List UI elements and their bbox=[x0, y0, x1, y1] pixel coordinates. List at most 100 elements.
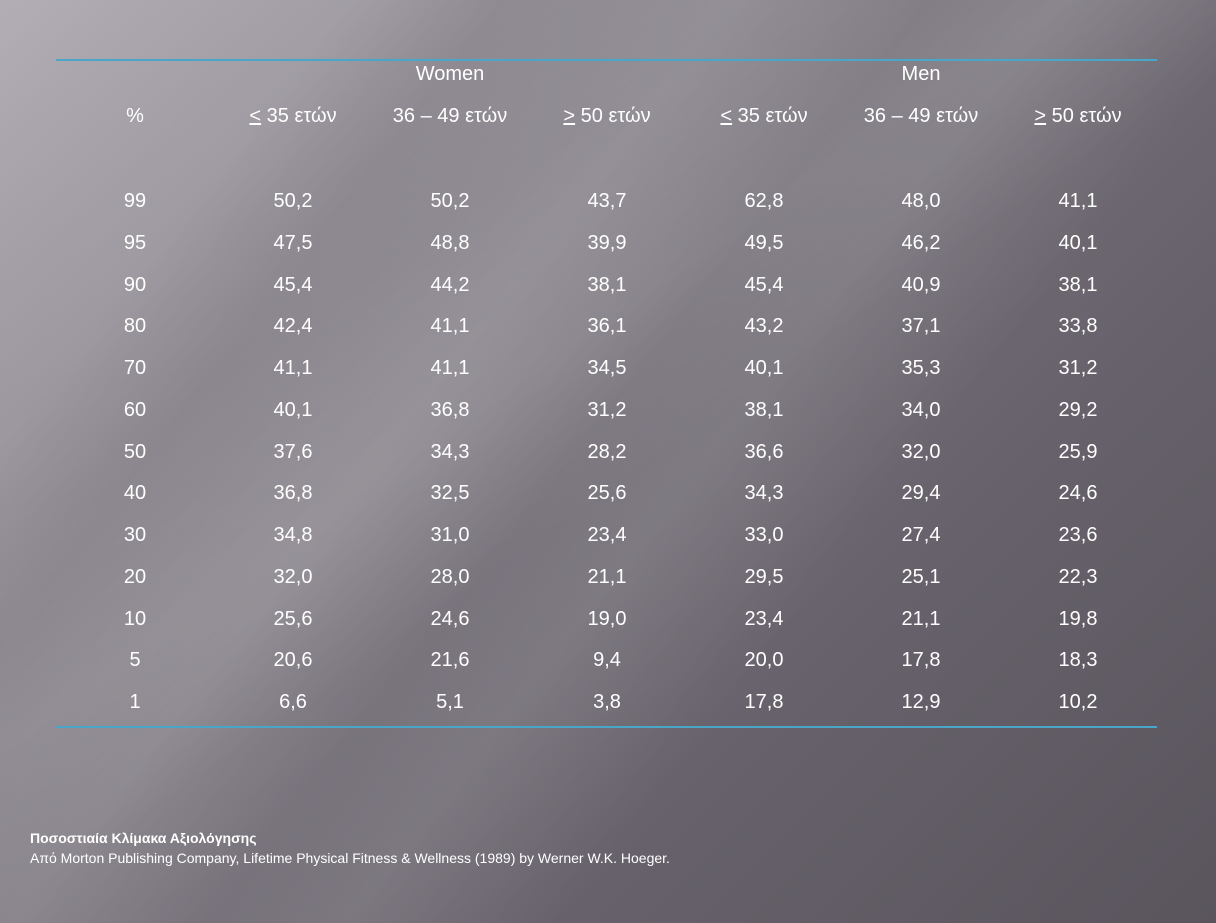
value-cell: 19,0 bbox=[587, 607, 627, 630]
value-cell: 38,1 bbox=[587, 273, 627, 296]
value-cell: 32,0 bbox=[273, 565, 313, 588]
value-cell: 34,8 bbox=[273, 524, 313, 546]
group-header-men: Men bbox=[901, 63, 941, 85]
value-cell: 25,6 bbox=[273, 607, 313, 630]
value-cell: 20,0 bbox=[744, 649, 784, 672]
value-cell: 40,1 bbox=[1058, 231, 1098, 254]
top-rule bbox=[56, 59, 1157, 61]
value-cell: 28,0 bbox=[430, 565, 470, 588]
value-cell: 43,7 bbox=[587, 190, 627, 212]
value-cell: 45,4 bbox=[273, 273, 313, 296]
value-cell: 23,6 bbox=[1058, 524, 1098, 546]
value-cell: 21,1 bbox=[901, 607, 941, 630]
percentile-cell: 80 bbox=[123, 315, 147, 338]
value-cell: 21,1 bbox=[587, 565, 627, 588]
header-label: % bbox=[126, 105, 144, 127]
header-operator: < bbox=[720, 105, 733, 127]
value-cell: 22,3 bbox=[1058, 565, 1098, 588]
value-cell: 47,5 bbox=[273, 231, 313, 254]
header-operator: > bbox=[563, 105, 576, 127]
value-cell: 33,8 bbox=[1058, 315, 1098, 338]
value-cell: 36,6 bbox=[744, 440, 784, 463]
header-label: 50 ετών bbox=[1046, 105, 1122, 127]
value-cell: 25,6 bbox=[587, 482, 627, 505]
value-cell: 34,5 bbox=[587, 357, 627, 379]
group-header-women: Women bbox=[415, 63, 485, 85]
value-cell: 38,1 bbox=[1058, 273, 1098, 296]
footnote-source: Από Morton Publishing Company, Lifetime … bbox=[30, 850, 670, 866]
column-header: > 50 ετών bbox=[563, 104, 650, 128]
value-cell: 62,8 bbox=[744, 190, 784, 212]
percentile-cell: 40 bbox=[123, 482, 147, 505]
header-label: 36 – 49 ετών bbox=[392, 105, 508, 127]
value-cell: 29,2 bbox=[1058, 398, 1098, 421]
value-cell: 50,2 bbox=[430, 190, 470, 212]
column-header: < 35 ετών bbox=[249, 104, 336, 128]
value-cell: 37,1 bbox=[901, 315, 941, 338]
percentile-cell: 30 bbox=[123, 524, 147, 546]
value-cell: 41,1 bbox=[1058, 190, 1098, 212]
value-cell: 23,4 bbox=[587, 524, 627, 546]
header-label: 35 ετών bbox=[732, 105, 808, 127]
column-header: > 50 ετών bbox=[1034, 104, 1121, 128]
value-cell: 31,0 bbox=[430, 524, 470, 546]
value-cell: 36,8 bbox=[273, 482, 313, 505]
value-cell: 43,2 bbox=[744, 315, 784, 338]
value-cell: 50,2 bbox=[273, 190, 313, 212]
column-header: < 35 ετών bbox=[720, 104, 807, 128]
value-cell: 37,6 bbox=[273, 440, 313, 463]
value-cell: 24,6 bbox=[1058, 482, 1098, 505]
value-cell: 31,2 bbox=[587, 398, 627, 421]
value-cell: 20,6 bbox=[273, 649, 313, 672]
value-cell: 27,4 bbox=[901, 524, 941, 546]
value-cell: 40,9 bbox=[901, 273, 941, 296]
value-cell: 23,4 bbox=[744, 607, 784, 630]
percentile-cell: 50 bbox=[123, 440, 147, 463]
column-header: % bbox=[126, 104, 144, 128]
value-cell: 36,8 bbox=[430, 398, 470, 421]
value-cell: 48,8 bbox=[430, 231, 470, 254]
value-cell: 24,6 bbox=[430, 607, 470, 630]
value-cell: 36,1 bbox=[587, 315, 627, 338]
value-cell: 17,8 bbox=[744, 691, 784, 713]
percentile-cell: 20 bbox=[123, 565, 147, 588]
percentile-cell: 1 bbox=[129, 691, 141, 713]
header-label: 50 ετών bbox=[575, 105, 651, 127]
value-cell: 21,6 bbox=[430, 649, 470, 672]
percentile-cell: 60 bbox=[123, 398, 147, 421]
value-cell: 40,1 bbox=[744, 357, 784, 379]
value-cell: 39,9 bbox=[587, 231, 627, 254]
column-header: 36 – 49 ετών bbox=[864, 104, 978, 128]
value-cell: 25,1 bbox=[901, 565, 941, 588]
footnote: Ποσοστιαία Κλίμακα Αξιολόγησης Από Morto… bbox=[30, 828, 670, 868]
value-cell: 45,4 bbox=[744, 273, 784, 296]
header-label: 36 – 49 ετών bbox=[863, 105, 979, 127]
column-header: 36 – 49 ετών bbox=[393, 104, 507, 128]
value-cell: 48,0 bbox=[901, 190, 941, 212]
value-cell: 25,9 bbox=[1058, 440, 1098, 463]
bottom-rule bbox=[56, 726, 1157, 728]
footnote-title: Ποσοστιαία Κλίμακα Αξιολόγησης bbox=[30, 830, 257, 846]
value-cell: 41,1 bbox=[273, 357, 313, 379]
value-cell: 40,1 bbox=[273, 398, 313, 421]
value-cell: 10,2 bbox=[1058, 691, 1098, 713]
percentile-cell: 90 bbox=[123, 273, 147, 296]
header-operator: < bbox=[249, 105, 262, 127]
value-cell: 38,1 bbox=[744, 398, 784, 421]
value-cell: 34,0 bbox=[901, 398, 941, 421]
value-cell: 33,0 bbox=[744, 524, 784, 546]
value-cell: 46,2 bbox=[901, 231, 941, 254]
header-operator: > bbox=[1034, 105, 1047, 127]
value-cell: 32,5 bbox=[430, 482, 470, 505]
value-cell: 41,1 bbox=[430, 357, 470, 379]
value-cell: 17,8 bbox=[901, 649, 941, 672]
percentile-cell: 5 bbox=[129, 649, 141, 672]
value-cell: 6,6 bbox=[279, 691, 307, 713]
value-cell: 31,2 bbox=[1058, 357, 1098, 379]
value-cell: 35,3 bbox=[901, 357, 941, 379]
value-cell: 34,3 bbox=[430, 440, 470, 463]
value-cell: 44,2 bbox=[430, 273, 470, 296]
header-label: 35 ετών bbox=[261, 105, 337, 127]
value-cell: 41,1 bbox=[430, 315, 470, 338]
value-cell: 19,8 bbox=[1058, 607, 1098, 630]
